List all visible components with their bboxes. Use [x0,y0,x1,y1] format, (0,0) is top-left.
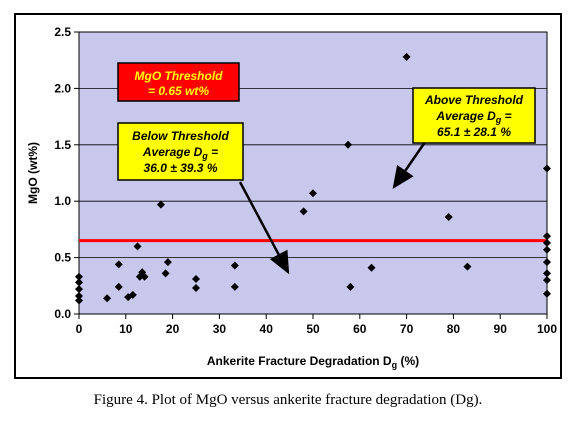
x-axis-title: Ankerite Fracture Degradation Dg (%) [207,354,419,370]
y-tick-label: 1.0 [54,194,71,208]
y-tick-label: 0.5 [54,251,71,265]
below-threshold-box [117,122,244,181]
figure-caption: Figure 4. Plot of MgO versus ankerite fr… [93,392,483,408]
data-points [75,52,551,305]
data-point [192,275,200,284]
x-tick-label: 70 [400,322,414,336]
data-point [75,291,83,300]
data-point [543,276,551,285]
data-point [463,262,472,271]
y-axis-ticks: 0.0 0.5 1.0 1.5 2.0 2.5 [54,25,79,321]
data-point [230,261,239,270]
data-point [75,278,83,287]
data-point [367,263,376,272]
data-point [114,282,123,291]
data-point [75,296,83,305]
data-point [163,258,172,267]
below-arrow [238,181,290,275]
threshold-annotation: MgO Threshold = 0.65 wt% [117,62,240,102]
x-axis-ticks: 0 10 20 30 40 50 60 70 80 90 100 [76,314,557,336]
y-axis-title: MgO (wt%) [26,142,40,204]
data-point [156,200,165,209]
x-tick-label: 90 [494,322,508,336]
data-point [161,269,170,278]
x-tick-label: 80 [447,322,461,336]
x-tick-label: 60 [353,322,367,336]
data-point [103,294,112,303]
threshold-annotation-box [117,62,240,102]
x-tick-label: 40 [260,322,274,336]
data-point [543,245,551,254]
above-threshold-annotation: Above Threshold Average Dg = 65.1 ± 28.1… [412,87,536,144]
x-tick-label: 50 [306,322,320,336]
below-threshold-annotation: Below Threshold Average Dg = 36.0 ± 39.3… [117,122,244,181]
data-point [230,282,239,291]
below-threshold-line2: Average Dg = [142,145,218,161]
data-point [543,258,551,267]
x-tick-label: 0 [76,322,83,336]
data-point [543,164,551,173]
data-point [114,260,123,269]
below-threshold-line1: Below Threshold [132,129,229,143]
above-threshold-box [412,87,536,144]
above-threshold-line2: Average Dg = [435,109,511,125]
data-point [75,272,83,281]
data-point [75,285,83,294]
x-tick-label: 100 [537,322,557,336]
y-tick-label: 2.0 [54,81,71,95]
above-threshold-line1: Above Threshold [424,93,524,107]
threshold-annotation-line2: = 0.65 wt% [148,84,209,98]
data-point [543,232,551,241]
threshold-annotation-line1: MgO Threshold [135,69,224,83]
x-tick-label: 30 [213,322,227,336]
above-threshold-line3: 65.1 ± 28.1 % [437,125,511,139]
data-point [140,272,149,281]
data-point [543,238,551,247]
data-point [402,52,411,61]
data-point [309,189,317,198]
data-point [344,140,353,149]
data-point [346,282,355,291]
data-point [192,284,200,293]
data-point [299,207,308,216]
y-tick-label: 2.5 [54,25,71,39]
x-tick-label: 20 [166,322,180,336]
y-tick-label: 1.5 [54,138,71,152]
data-point [133,242,142,251]
data-point [128,290,137,299]
data-point [444,212,453,221]
data-point [543,269,551,278]
below-threshold-line3: 36.0 ± 39.3 % [144,161,218,175]
y-tick-label: 0.0 [54,307,71,321]
x-tick-label: 10 [119,322,133,336]
data-point [543,289,551,298]
